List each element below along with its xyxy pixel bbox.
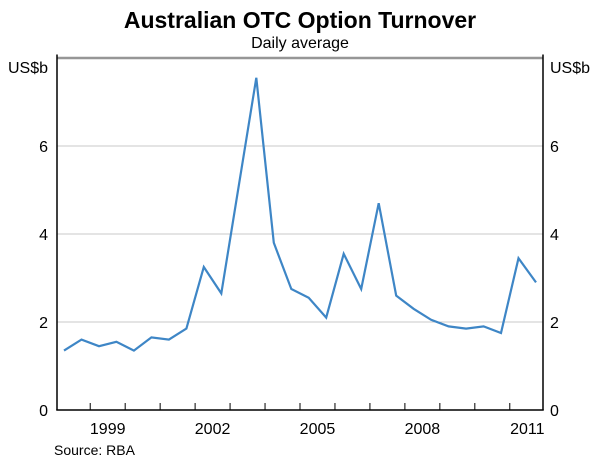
source-note: Source: RBA: [54, 442, 136, 458]
x-tick-label-2011: 2011: [510, 421, 545, 438]
x-tick-label-1999: 1999: [90, 421, 126, 438]
y-tick-label-right-2: 2: [550, 315, 559, 332]
turnover-line-series: [63, 77, 537, 352]
y-tick-label-left-6: 6: [39, 139, 48, 156]
x-tick-label-2005: 2005: [300, 421, 336, 438]
chart-subtitle: Daily average: [251, 35, 349, 52]
y-tick-label-right-0: 0: [550, 403, 559, 420]
right-axis-unit-label: US$b: [550, 60, 590, 77]
chart-title: Australian OTC Option Turnover: [124, 7, 476, 33]
y-tick-label-right-6: 6: [550, 139, 559, 156]
plot-area: 1999 2002 2005 2008 2011 0 0 2 2 4 4 6 6: [39, 54, 559, 438]
y-tick-label-left-0: 0: [39, 403, 48, 420]
x-tick-label-2008: 2008: [405, 421, 441, 438]
y-tick-label-left-4: 4: [39, 227, 48, 244]
x-tick-label-2002: 2002: [195, 421, 231, 438]
left-axis-unit-label: US$b: [8, 60, 48, 77]
y-tick-label-left-2: 2: [39, 315, 48, 332]
y-tick-label-right-4: 4: [550, 227, 559, 244]
